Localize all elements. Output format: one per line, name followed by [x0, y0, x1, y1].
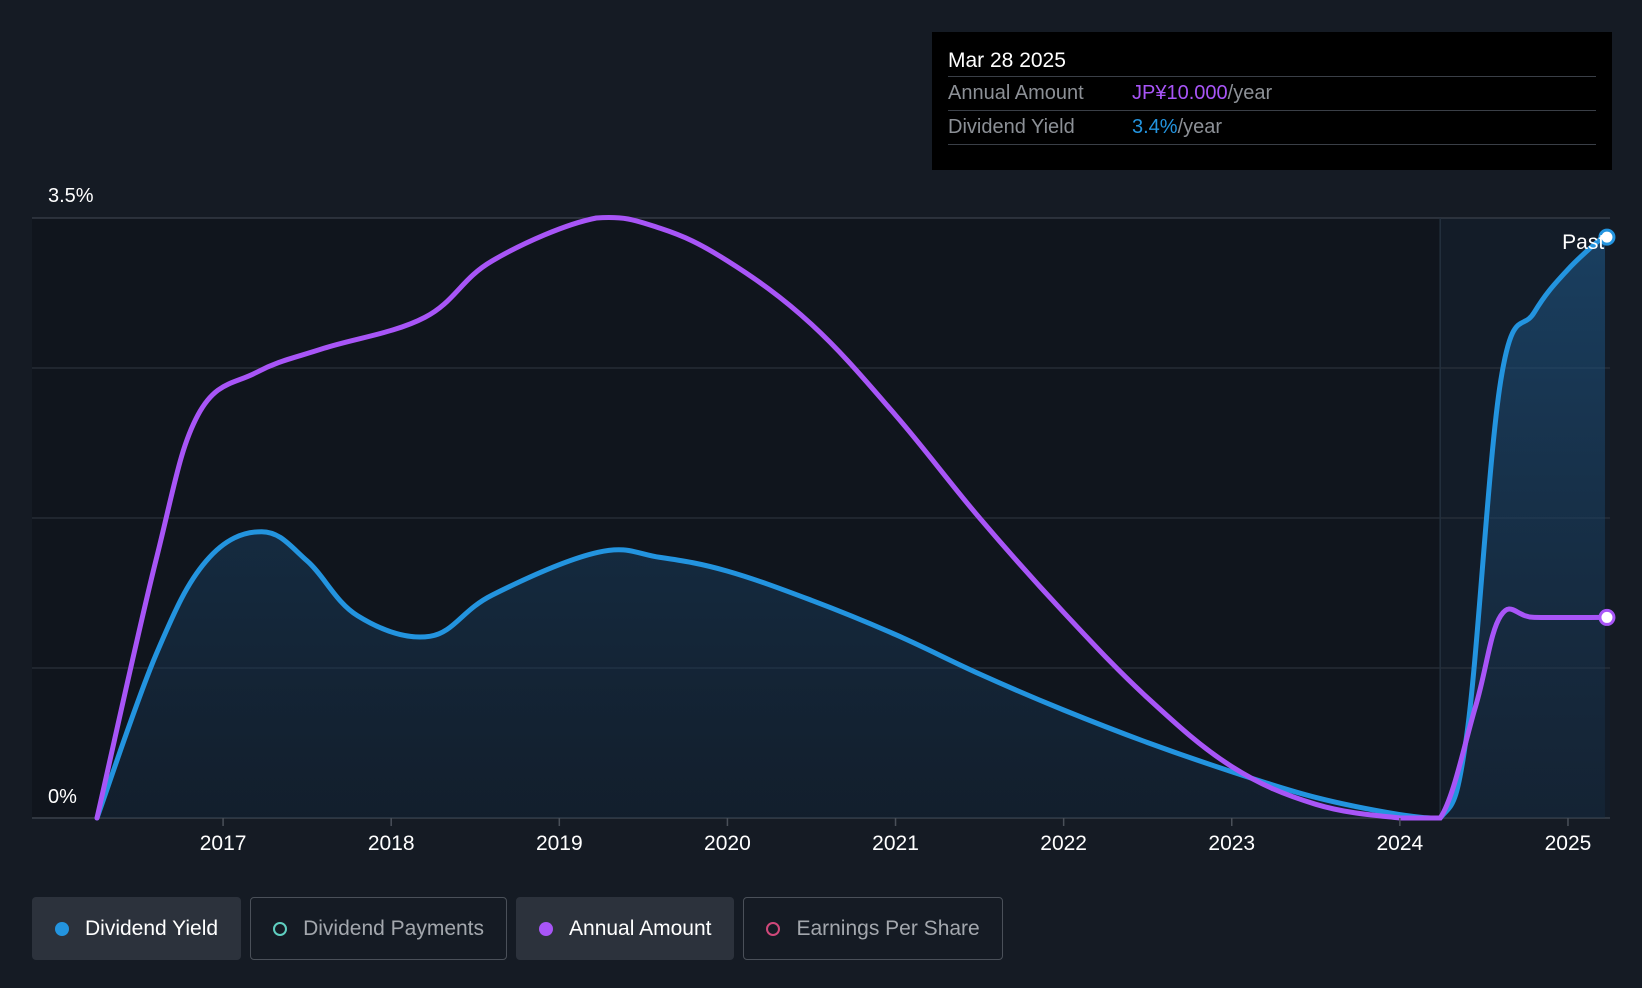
dividend-yield-area: [97, 235, 1605, 819]
tooltip-row-dividend-yield: Dividend Yield 3.4% /year: [948, 110, 1596, 145]
x-tick-label: 2019: [536, 832, 583, 855]
past-label: Past: [1562, 231, 1604, 254]
x-tick-label: 2023: [1208, 832, 1255, 855]
x-tick-label: 2021: [872, 832, 919, 855]
annual-amount-line: [94, 215, 1608, 821]
annual-amount-end-point: [1598, 608, 1616, 626]
legend-dot-icon: [55, 921, 69, 936]
tooltip-label: Dividend Yield: [948, 116, 1075, 138]
tooltip-value: JP¥10.000: [1132, 82, 1228, 104]
x-tick-label: 2024: [1377, 832, 1424, 855]
chart-legend: Dividend Yield Dividend Payments Annual …: [32, 897, 1003, 960]
tooltip-value: 3.4%: [1132, 116, 1178, 138]
legend-annual-amount[interactable]: Annual Amount: [516, 897, 735, 960]
legend-label: Earnings Per Share: [796, 916, 980, 940]
x-tick-label: 2017: [200, 832, 247, 855]
legend-dot-icon: [273, 921, 288, 936]
chart-tooltip: Mar 28 2025 Annual Amount JP¥10.000 /yea…: [932, 32, 1612, 170]
legend-earnings-per-share[interactable]: Earnings Per Share: [743, 897, 1003, 960]
legend-dividend-payments[interactable]: Dividend Payments: [250, 897, 508, 960]
x-tick-label: 2018: [368, 832, 415, 855]
legend-label: Dividend Yield: [85, 916, 219, 940]
tooltip-date: Mar 28 2025: [948, 49, 1066, 72]
x-tick-label: 2020: [704, 832, 751, 855]
dividend-yield-end-point: [1598, 228, 1616, 246]
legend-label: Dividend Payments: [303, 916, 485, 940]
tooltip-unit: /year: [1227, 82, 1273, 104]
x-tick-label: 2025: [1545, 832, 1592, 855]
y-tick-label: 3.5%: [48, 185, 94, 207]
tooltip-row-annual-amount: Annual Amount JP¥10.000 /year: [948, 76, 1596, 110]
legend-dot-icon: [539, 921, 554, 936]
legend-dividend-yield[interactable]: Dividend Yield: [32, 897, 242, 960]
tooltip-unit: /year: [1177, 116, 1223, 138]
dividend-yield-line: [94, 232, 1608, 821]
legend-dot-icon: [766, 921, 781, 936]
x-tick-label: 2022: [1040, 832, 1087, 855]
y-tick-label: 0%: [48, 786, 77, 808]
tooltip-label: Annual Amount: [948, 82, 1084, 104]
legend-label: Annual Amount: [569, 916, 712, 940]
